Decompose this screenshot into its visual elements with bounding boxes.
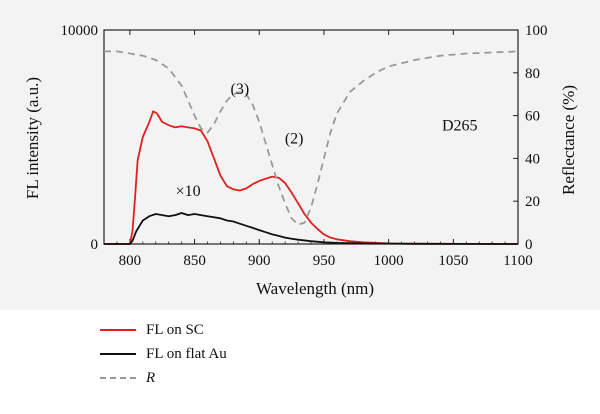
legend-item-reflectance: R: [100, 366, 400, 390]
y-axis-right-label: Reflectance (%): [559, 85, 578, 195]
y-right-tick-label: 100: [525, 23, 548, 39]
legend-swatch-red-line: [100, 329, 136, 331]
line-chart: 800 850 900 950 1000 1050 11000100000204060801…: [23, 23, 578, 298]
legend-label: FL on SC: [146, 321, 204, 338]
y-right-tick-label: 40: [525, 151, 540, 167]
series-group: [104, 50, 519, 245]
x-tick-label: 950: [313, 253, 336, 269]
legend-item-fl-on-flat-au: FL on flat Au: [100, 342, 400, 366]
legend-swatch-black-line: [100, 353, 136, 355]
x-tick-label: 850: [183, 253, 206, 269]
plot-frame: [103, 29, 519, 245]
chart-area: 800 850 900 950 1000 1050 1100 0 10000 0 20 40 60 80 1…: [0, 0, 600, 310]
x-tick-label: 1000: [374, 253, 404, 269]
series-line-r: [104, 50, 519, 226]
legend-label: R: [146, 369, 156, 386]
x-tick-label: 1100: [503, 253, 532, 269]
legend-label: FL on flat Au: [146, 345, 227, 362]
x-tick-label: 800: [119, 253, 142, 269]
annotation-label: ×10: [176, 183, 201, 200]
y-right-tick-label: 80: [525, 66, 540, 82]
y-left-tick-label: 10000: [61, 23, 99, 39]
annotation-label: D265: [442, 118, 478, 135]
x-axis-label: Wavelength (nm): [256, 279, 374, 298]
y-axis-left-label: FL intensity (a.u.): [23, 77, 42, 199]
annotation-label: (3): [231, 81, 250, 98]
legend: FL on SC FL on flat Au R: [100, 318, 400, 390]
legend-item-fl-on-sc: FL on SC: [100, 318, 400, 342]
x-tick-label: 900: [248, 253, 271, 269]
legend-swatch-gray-dashed-line: [100, 377, 136, 379]
y-left-tick-label: 0: [91, 237, 99, 253]
annotation-label: (2): [285, 130, 304, 147]
annotations-group: (3) (2) D265 ×10: [176, 81, 478, 200]
series-line-fl-on-flat-au: [104, 212, 519, 245]
y-right-tick-label: 60: [525, 109, 540, 125]
y-right-tick-label: 0: [525, 237, 533, 253]
series-line-fl-on-sc: [104, 110, 518, 245]
axes-group: 800 850 900 950 1000 1050 11000100000204060801…: [61, 23, 548, 269]
y-right-tick-label: 20: [525, 194, 540, 210]
x-tick-label: 1050: [438, 253, 468, 269]
